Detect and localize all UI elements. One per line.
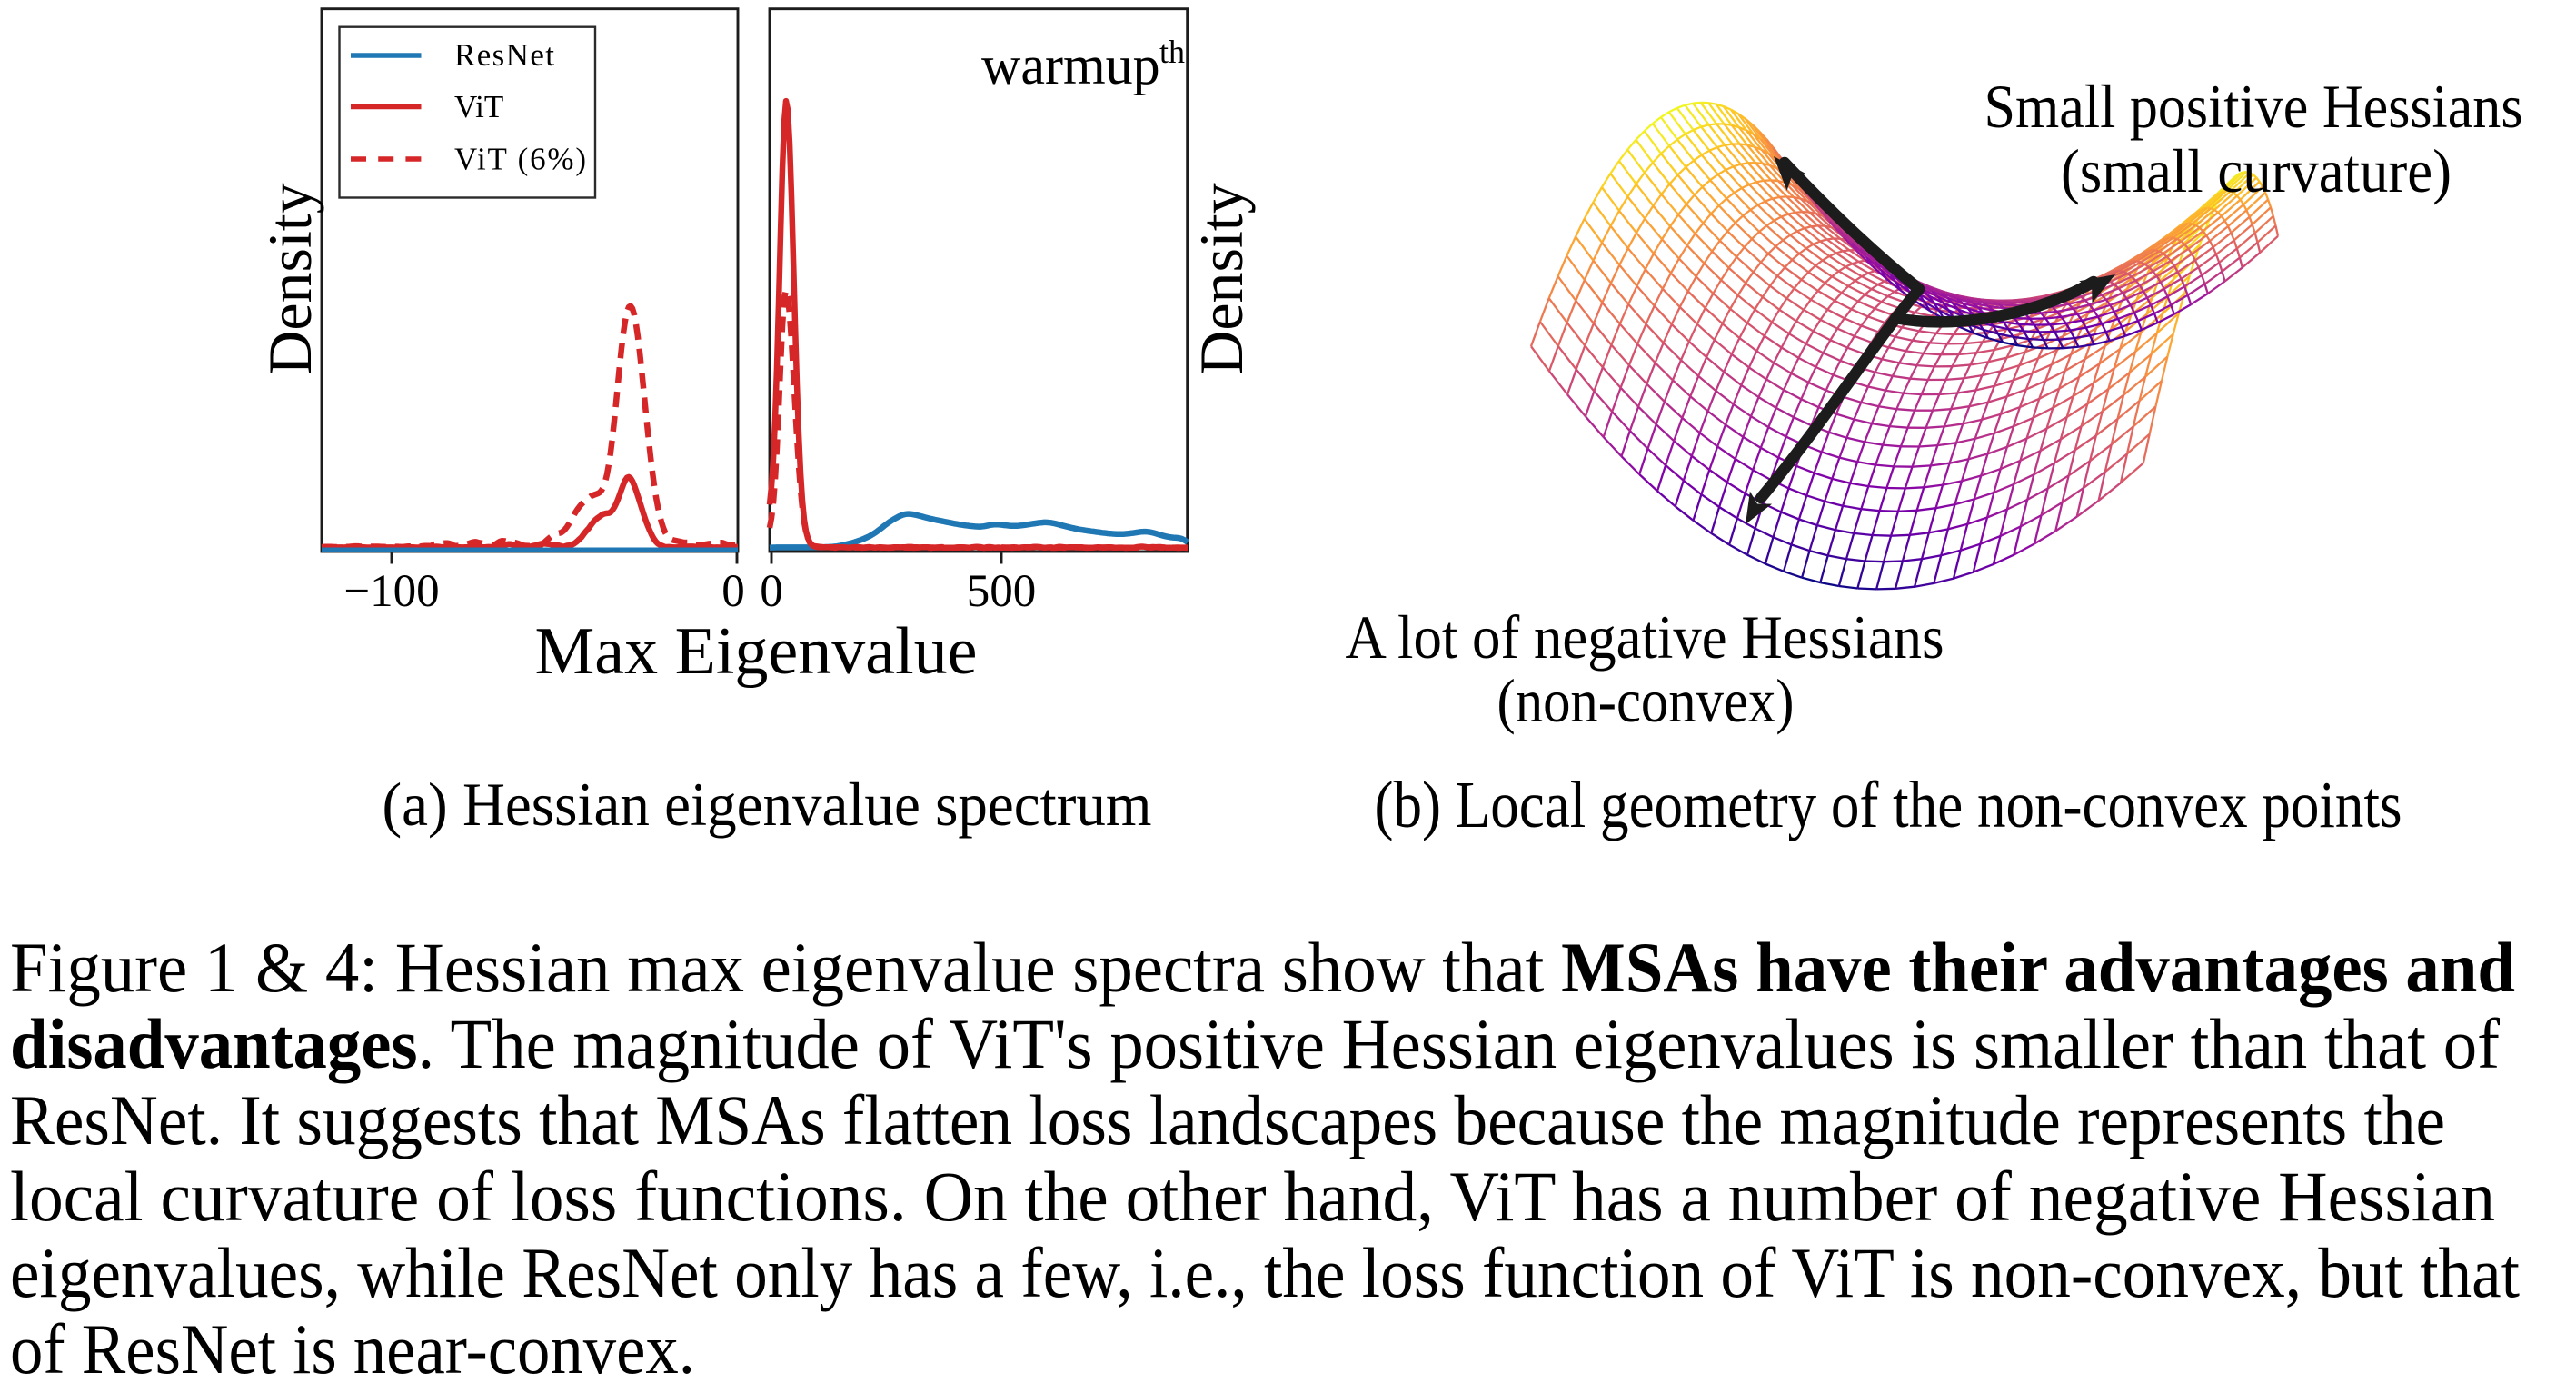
svg-text:ViT (6%): ViT (6%) xyxy=(454,142,586,177)
svg-text:−100: −100 xyxy=(343,566,439,617)
svg-text:(non-convex): (non-convex) xyxy=(1497,666,1795,735)
svg-text:ResNet. It suggests that MSAs: ResNet. It suggests that MSAs flatten lo… xyxy=(10,1080,2445,1159)
svg-text:local curvature of loss functi: local curvature of loss functions. On th… xyxy=(10,1157,2495,1236)
svg-text:warmup: warmup xyxy=(981,35,1160,95)
svg-text:eigenvalues, while ResNet only: eigenvalues, while ResNet only has a few… xyxy=(10,1233,2520,1312)
svg-text:Density: Density xyxy=(1187,183,1256,375)
svg-text:(a) Hessian eigenvalue spectru: (a) Hessian eigenvalue spectrum xyxy=(383,770,1152,839)
svg-text:th: th xyxy=(1159,34,1185,70)
svg-text:ResNet: ResNet xyxy=(454,37,554,73)
svg-text:0: 0 xyxy=(721,566,745,617)
svg-text:(small curvature): (small curvature) xyxy=(2061,136,2452,205)
svg-text:Figure 1 & 4: Hessian max eige: Figure 1 & 4: Hessian max eigenvalue spe… xyxy=(10,928,2515,1007)
svg-text:0: 0 xyxy=(760,566,783,617)
svg-text:Small positive Hessians: Small positive Hessians xyxy=(1984,72,2523,141)
svg-text:A lot of negative Hessians: A lot of negative Hessians xyxy=(1346,602,1944,672)
svg-text:of ResNet is near-convex.: of ResNet is near-convex. xyxy=(10,1309,695,1388)
svg-text:ViT: ViT xyxy=(454,89,503,124)
svg-text:Max Eigenvalue: Max Eigenvalue xyxy=(535,614,978,689)
svg-text:disadvantages. The magnitude o: disadvantages. The magnitude of ViT's po… xyxy=(10,1004,2500,1083)
svg-text:Density: Density xyxy=(255,183,324,375)
svg-text:500: 500 xyxy=(967,566,1037,617)
svg-text:(b) Local geometry of the non-: (b) Local geometry of the non-convex poi… xyxy=(1375,768,2402,841)
